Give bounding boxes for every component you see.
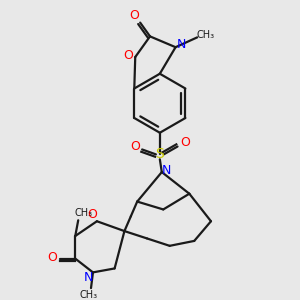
Text: O: O: [123, 49, 133, 62]
Text: O: O: [181, 136, 190, 149]
Text: O: O: [87, 208, 97, 221]
Text: CH₃: CH₃: [196, 30, 214, 40]
Text: N: N: [162, 164, 171, 177]
Text: O: O: [130, 140, 140, 153]
Text: O: O: [129, 9, 139, 22]
Text: CH₃: CH₃: [80, 290, 98, 300]
Text: N: N: [177, 38, 186, 51]
Text: N: N: [83, 271, 93, 284]
Text: O: O: [48, 251, 58, 264]
Text: CH₃: CH₃: [74, 208, 92, 218]
Text: S: S: [155, 147, 164, 161]
